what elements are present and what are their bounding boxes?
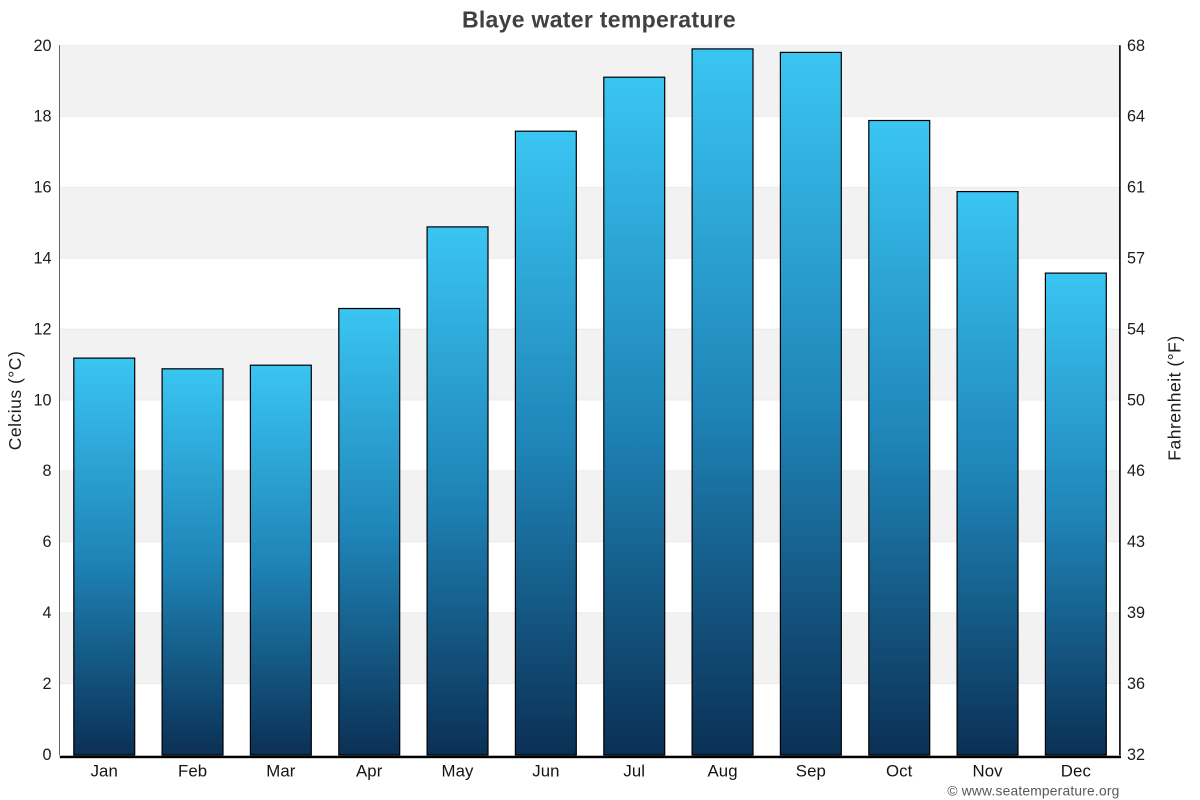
svg-text:Feb: Feb <box>178 762 207 781</box>
svg-text:14: 14 <box>33 250 51 268</box>
svg-text:50: 50 <box>1127 391 1145 409</box>
svg-text:43: 43 <box>1127 533 1145 551</box>
svg-text:46: 46 <box>1127 462 1145 480</box>
svg-text:May: May <box>442 762 475 781</box>
svg-text:Jun: Jun <box>532 762 559 781</box>
svg-text:8: 8 <box>42 462 51 480</box>
svg-text:16: 16 <box>33 179 51 197</box>
svg-text:54: 54 <box>1127 320 1145 338</box>
svg-text:2: 2 <box>42 675 51 693</box>
svg-text:10: 10 <box>33 391 51 409</box>
svg-text:Aug: Aug <box>707 762 737 781</box>
svg-text:4: 4 <box>42 604 51 622</box>
svg-text:Sep: Sep <box>796 762 826 781</box>
svg-text:18: 18 <box>33 108 51 126</box>
svg-text:Apr: Apr <box>356 762 383 781</box>
svg-text:Dec: Dec <box>1061 762 1091 781</box>
svg-text:Jul: Jul <box>623 762 645 781</box>
svg-text:64: 64 <box>1127 108 1145 126</box>
svg-text:20: 20 <box>33 37 51 55</box>
svg-text:68: 68 <box>1127 37 1145 55</box>
svg-text:Nov: Nov <box>972 762 1003 781</box>
svg-text:39: 39 <box>1127 604 1145 622</box>
svg-text:61: 61 <box>1127 179 1145 197</box>
svg-text:Oct: Oct <box>886 762 913 781</box>
svg-text:Mar: Mar <box>266 762 296 781</box>
svg-text:36: 36 <box>1127 675 1145 693</box>
svg-text:6: 6 <box>42 533 51 551</box>
svg-text:Celcius (°C): Celcius (°C) <box>5 351 25 451</box>
svg-text:Fahrenheit (°F): Fahrenheit (°F) <box>1165 335 1185 460</box>
svg-text:32: 32 <box>1127 746 1145 764</box>
svg-text:© www.seatemperature.org: © www.seatemperature.org <box>947 784 1119 799</box>
svg-text:57: 57 <box>1127 250 1145 268</box>
svg-text:Jan: Jan <box>91 762 118 781</box>
svg-text:Blaye water temperature: Blaye water temperature <box>462 6 736 32</box>
svg-text:12: 12 <box>33 320 51 338</box>
svg-text:0: 0 <box>42 746 51 764</box>
